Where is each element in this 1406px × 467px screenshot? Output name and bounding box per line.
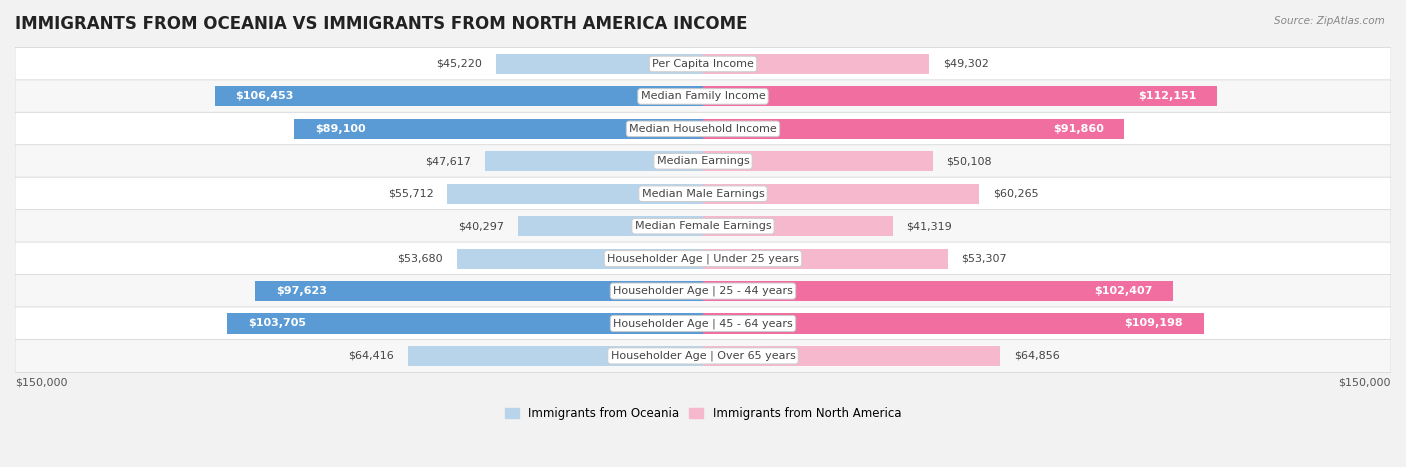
- Text: Median Household Income: Median Household Income: [628, 124, 778, 134]
- Text: $89,100: $89,100: [315, 124, 366, 134]
- Bar: [703, 54, 929, 74]
- Text: $106,453: $106,453: [235, 92, 294, 101]
- Text: IMMIGRANTS FROM OCEANIA VS IMMIGRANTS FROM NORTH AMERICA INCOME: IMMIGRANTS FROM OCEANIA VS IMMIGRANTS FR…: [15, 15, 748, 33]
- Bar: [408, 346, 703, 366]
- Text: $103,705: $103,705: [247, 318, 307, 328]
- Bar: [256, 281, 703, 301]
- FancyBboxPatch shape: [15, 112, 1391, 145]
- Text: $53,680: $53,680: [398, 254, 443, 263]
- Text: Source: ZipAtlas.com: Source: ZipAtlas.com: [1274, 16, 1385, 26]
- Legend: Immigrants from Oceania, Immigrants from North America: Immigrants from Oceania, Immigrants from…: [501, 402, 905, 425]
- Bar: [457, 248, 703, 269]
- Text: $60,265: $60,265: [993, 189, 1039, 199]
- Text: $91,860: $91,860: [1053, 124, 1104, 134]
- FancyBboxPatch shape: [15, 275, 1391, 308]
- Bar: [703, 184, 980, 204]
- Bar: [703, 216, 893, 236]
- FancyBboxPatch shape: [15, 210, 1391, 243]
- Bar: [519, 216, 703, 236]
- Text: $64,416: $64,416: [349, 351, 394, 361]
- Text: Householder Age | 25 - 44 years: Householder Age | 25 - 44 years: [613, 286, 793, 296]
- Text: $47,617: $47,617: [425, 156, 471, 166]
- Bar: [703, 313, 1204, 333]
- FancyBboxPatch shape: [15, 177, 1391, 210]
- Text: $109,198: $109,198: [1125, 318, 1184, 328]
- Text: $102,407: $102,407: [1094, 286, 1152, 296]
- Text: $45,220: $45,220: [436, 59, 482, 69]
- FancyBboxPatch shape: [15, 145, 1391, 178]
- Text: Householder Age | Under 25 years: Householder Age | Under 25 years: [607, 254, 799, 264]
- Bar: [703, 346, 1001, 366]
- Bar: [703, 151, 932, 171]
- FancyBboxPatch shape: [15, 307, 1391, 340]
- FancyBboxPatch shape: [15, 80, 1391, 113]
- Text: Median Male Earnings: Median Male Earnings: [641, 189, 765, 199]
- Bar: [228, 313, 703, 333]
- Bar: [703, 86, 1218, 106]
- Text: Median Family Income: Median Family Income: [641, 92, 765, 101]
- Bar: [447, 184, 703, 204]
- Bar: [294, 119, 703, 139]
- Text: $50,108: $50,108: [946, 156, 993, 166]
- Text: $53,307: $53,307: [962, 254, 1007, 263]
- Text: $40,297: $40,297: [458, 221, 505, 231]
- FancyBboxPatch shape: [15, 242, 1391, 275]
- Text: $150,000: $150,000: [15, 377, 67, 387]
- FancyBboxPatch shape: [15, 48, 1391, 80]
- Text: $150,000: $150,000: [1339, 377, 1391, 387]
- Bar: [485, 151, 703, 171]
- Text: $112,151: $112,151: [1139, 92, 1197, 101]
- Bar: [215, 86, 703, 106]
- Bar: [703, 119, 1125, 139]
- Text: Householder Age | 45 - 64 years: Householder Age | 45 - 64 years: [613, 318, 793, 329]
- Bar: [703, 248, 948, 269]
- Text: $49,302: $49,302: [943, 59, 988, 69]
- FancyBboxPatch shape: [15, 340, 1391, 373]
- Text: Per Capita Income: Per Capita Income: [652, 59, 754, 69]
- Text: Median Earnings: Median Earnings: [657, 156, 749, 166]
- Text: $41,319: $41,319: [907, 221, 952, 231]
- Text: Median Female Earnings: Median Female Earnings: [634, 221, 772, 231]
- Text: $55,712: $55,712: [388, 189, 433, 199]
- Bar: [703, 281, 1173, 301]
- Bar: [495, 54, 703, 74]
- Text: $64,856: $64,856: [1014, 351, 1060, 361]
- Text: Householder Age | Over 65 years: Householder Age | Over 65 years: [610, 351, 796, 361]
- Text: $97,623: $97,623: [276, 286, 326, 296]
